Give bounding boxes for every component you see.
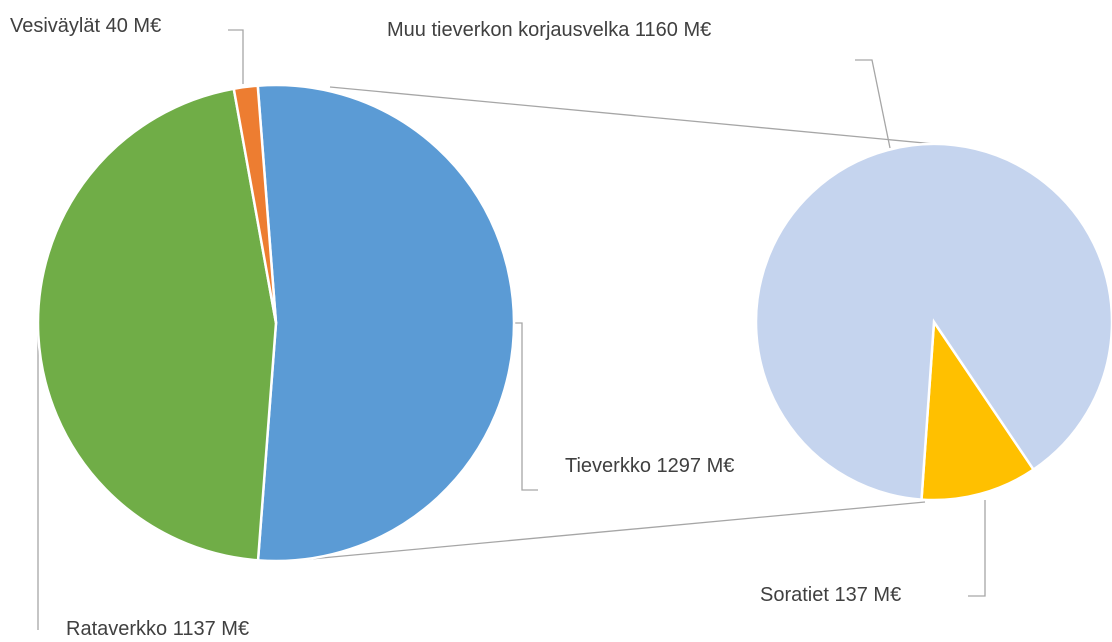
pie-slice: [36, 87, 278, 562]
pie-slice: [232, 84, 278, 324]
leader-line: [228, 29, 244, 84]
category-name: Rataverkko: [66, 618, 167, 640]
data-label: Vesiväylät 40 M€: [10, 15, 161, 37]
value-label: 1137 M€: [173, 618, 249, 640]
leader-line: [515, 322, 538, 491]
category-name: Vesiväylät: [10, 15, 100, 37]
connectors: [299, 86, 936, 561]
value-label: 1297 M€: [657, 455, 735, 477]
value-label: 40 M€: [106, 15, 162, 37]
data-label: Muu tieverkon korjausvelka 1160 M€: [387, 19, 711, 41]
value-label: 1160 M€: [635, 19, 711, 41]
pie-slice: [754, 142, 1112, 501]
connector-line: [299, 501, 926, 561]
pie-slice: [256, 83, 516, 563]
category-name: Tieverkko: [565, 455, 651, 477]
leader-lines: [37, 29, 986, 630]
pie-slice: [920, 318, 1036, 502]
leader-line: [855, 59, 891, 149]
leader-line: [968, 500, 986, 597]
category-name: Muu tieverkon korjausvelka: [387, 19, 630, 41]
data-label: Soratiet 137 M€: [760, 584, 901, 606]
data-label: Tieverkko 1297 M€: [565, 455, 734, 477]
connector-line: [329, 86, 936, 145]
data-label: Rataverkko 1137 M€: [66, 618, 249, 640]
value-label: 137 M€: [835, 584, 902, 606]
category-name: Soratiet: [760, 584, 829, 606]
